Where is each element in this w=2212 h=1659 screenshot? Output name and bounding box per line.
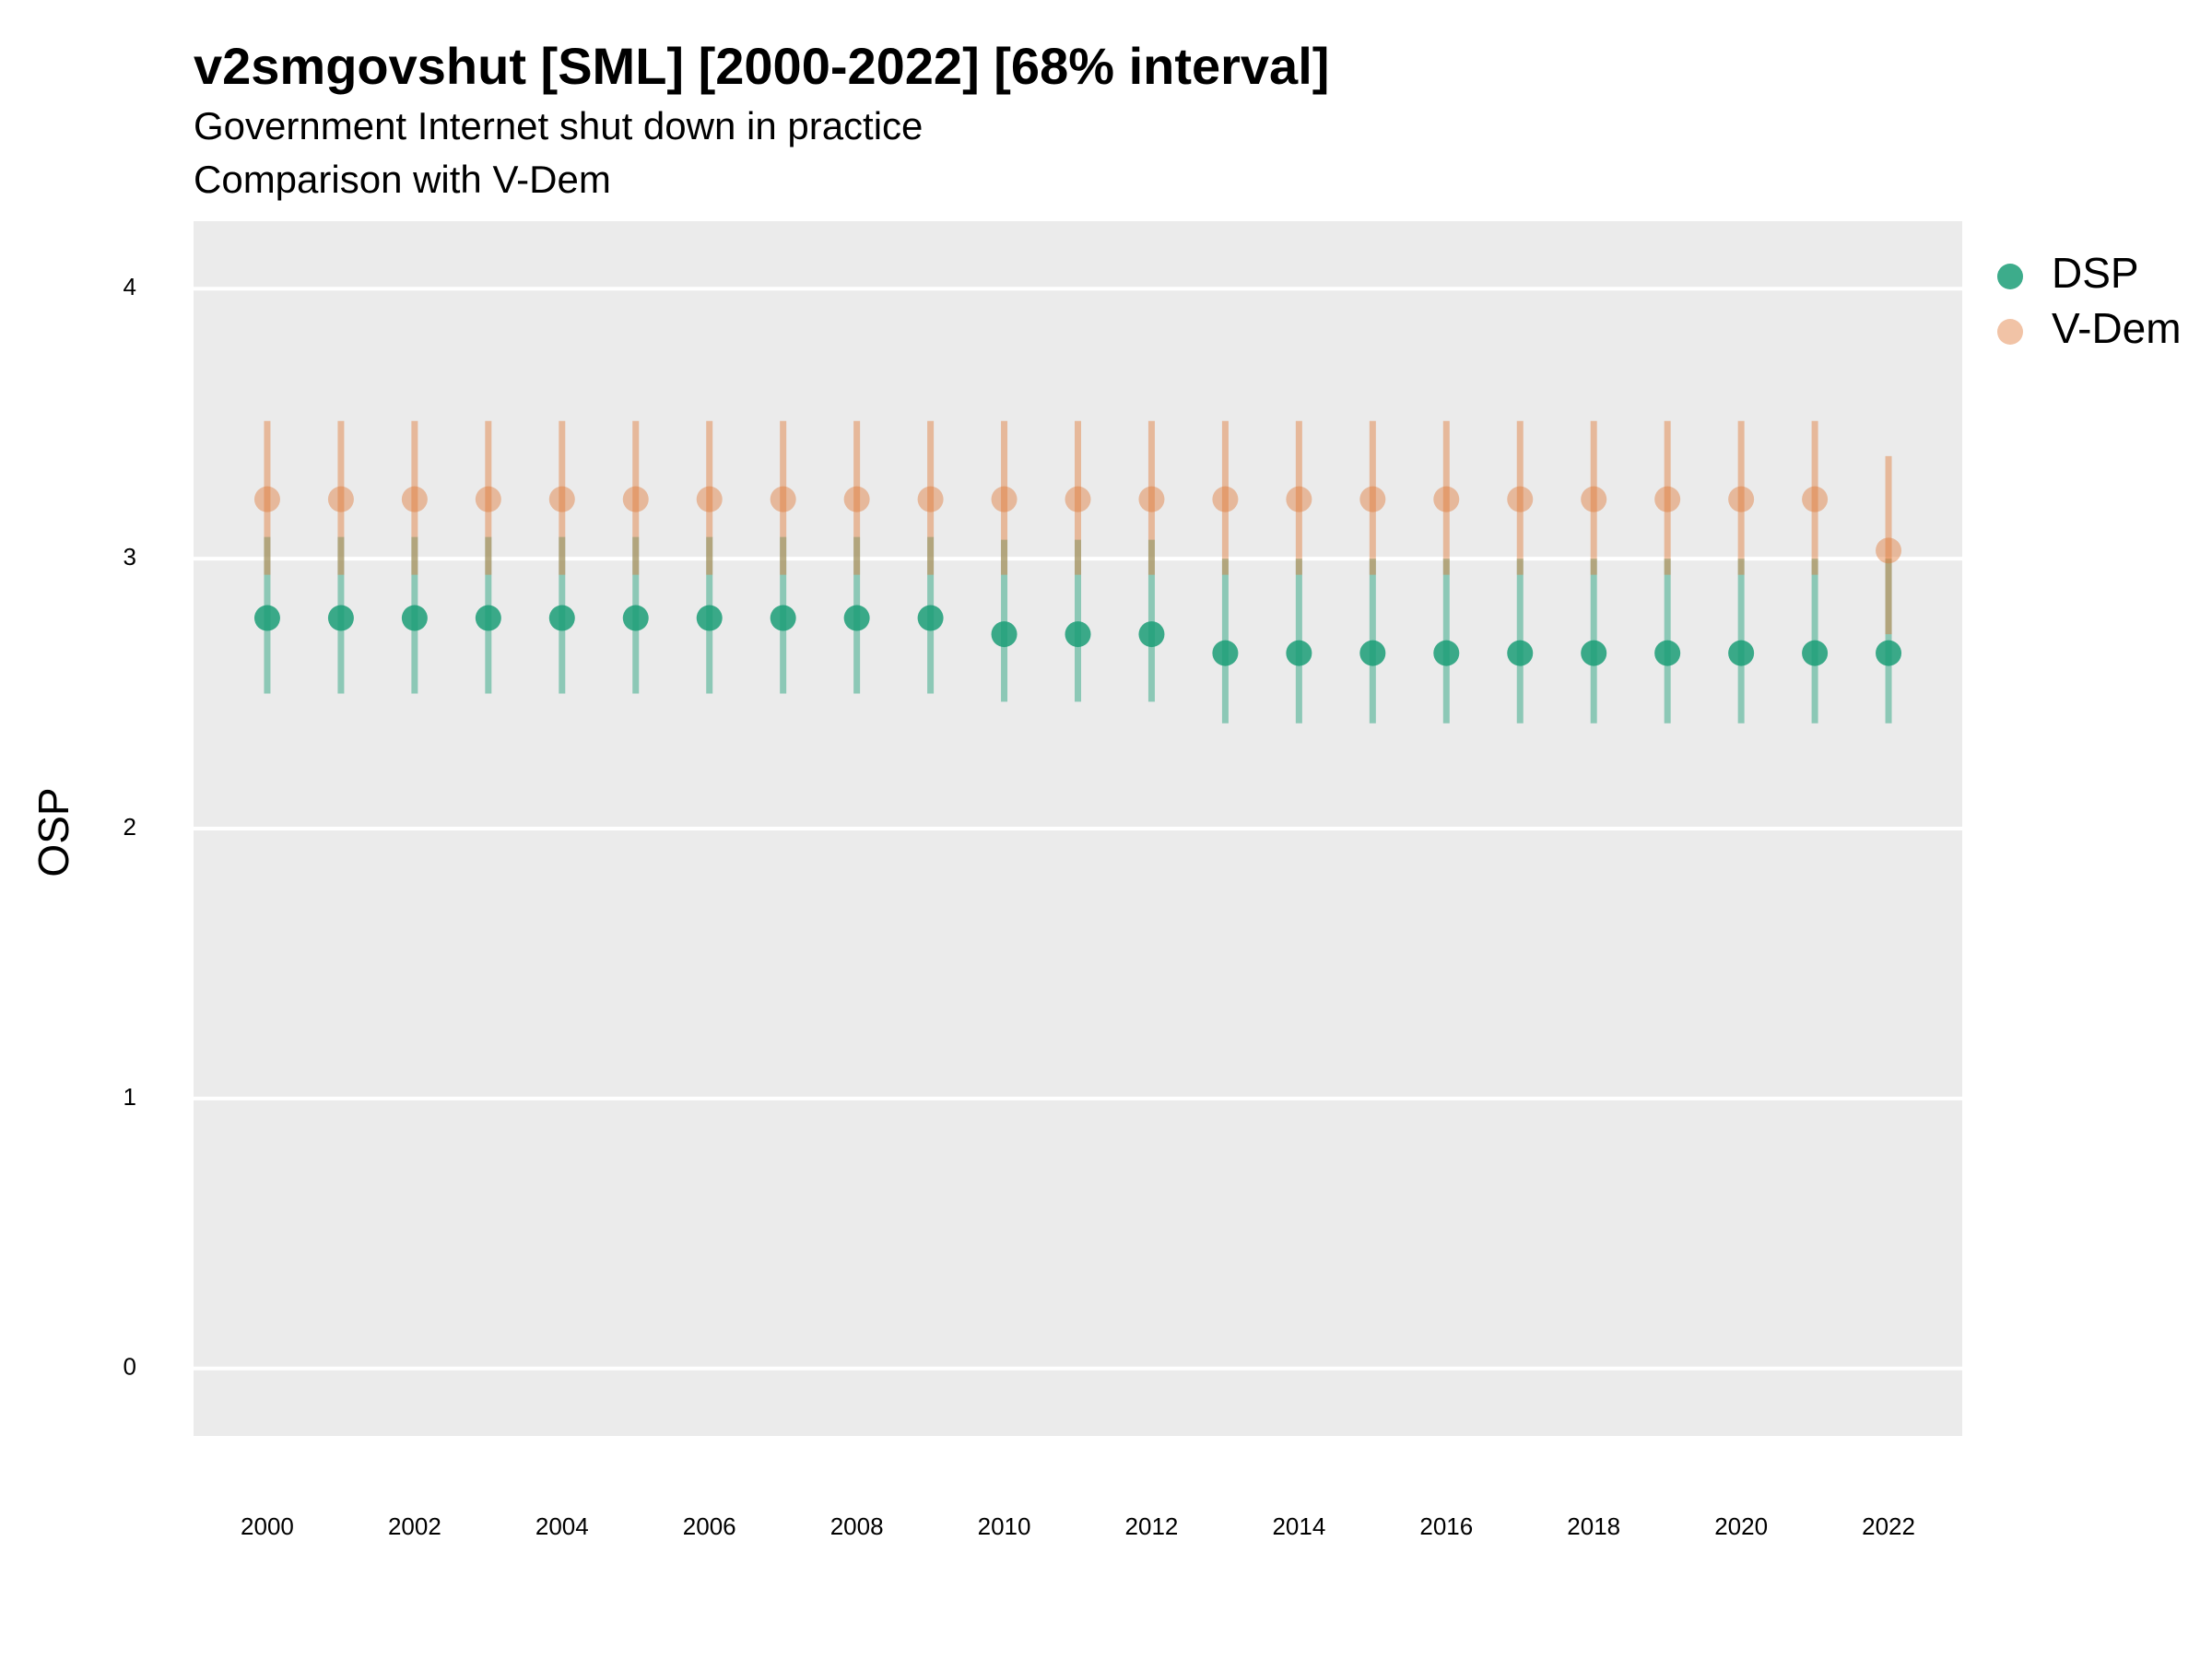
point — [1581, 486, 1607, 512]
x-tick-label: 2012 — [1125, 1512, 1179, 1540]
point — [991, 486, 1018, 512]
x-tick-label: 2020 — [1714, 1512, 1768, 1540]
subtitle: Comparison with V-Dem — [194, 158, 611, 201]
point — [548, 605, 575, 631]
point — [917, 605, 944, 631]
point — [401, 605, 428, 631]
point — [991, 621, 1018, 648]
x-tick-label: 2004 — [535, 1512, 589, 1540]
point — [917, 486, 944, 512]
point — [1359, 640, 1386, 666]
point — [1876, 537, 1902, 564]
x-tick-label: 2018 — [1567, 1512, 1620, 1540]
subtitle: Government Internet shut down in practic… — [194, 104, 923, 147]
point — [1212, 640, 1239, 666]
point — [770, 605, 796, 631]
point — [1802, 640, 1829, 666]
point — [843, 486, 870, 512]
y-tick-label: 0 — [124, 1353, 136, 1381]
point — [1507, 640, 1534, 666]
y-tick-label: 4 — [124, 273, 136, 300]
point — [622, 605, 649, 631]
legend-label: V-Dem — [2052, 304, 2182, 352]
point — [401, 486, 428, 512]
point — [1433, 486, 1460, 512]
point — [1728, 486, 1755, 512]
point — [1065, 486, 1091, 512]
x-tick-label: 2002 — [388, 1512, 441, 1540]
point — [770, 486, 796, 512]
point — [475, 486, 501, 512]
point — [1138, 486, 1165, 512]
y-axis-label: OSP — [29, 787, 77, 877]
legend-marker — [1997, 319, 2023, 345]
point — [1433, 640, 1460, 666]
x-tick-label: 2008 — [830, 1512, 884, 1540]
point — [548, 486, 575, 512]
point — [1359, 486, 1386, 512]
legend-marker — [1997, 264, 2023, 289]
x-tick-label: 2014 — [1272, 1512, 1325, 1540]
point — [253, 486, 280, 512]
legend-label: DSP — [2052, 249, 2139, 297]
point — [1581, 640, 1607, 666]
point — [1065, 621, 1091, 648]
point — [253, 605, 280, 631]
point — [1286, 640, 1312, 666]
point — [327, 605, 354, 631]
point — [1654, 640, 1681, 666]
x-tick-label: 2006 — [683, 1512, 736, 1540]
point — [622, 486, 649, 512]
point — [696, 486, 723, 512]
point — [1212, 486, 1239, 512]
point — [1507, 486, 1534, 512]
x-tick-label: 2016 — [1419, 1512, 1473, 1540]
point — [1654, 486, 1681, 512]
point — [1138, 621, 1165, 648]
point — [1876, 640, 1902, 666]
chart-title: v2smgovshut [SML] [2000-2022] [68% inter… — [194, 37, 1329, 95]
y-tick-label: 2 — [124, 813, 136, 841]
point — [1802, 486, 1829, 512]
point — [475, 605, 501, 631]
point — [327, 486, 354, 512]
x-tick-label: 2010 — [978, 1512, 1031, 1540]
point — [696, 605, 723, 631]
x-tick-label: 2022 — [1862, 1512, 1915, 1540]
point — [1728, 640, 1755, 666]
y-tick-label: 3 — [124, 543, 136, 571]
x-tick-label: 2000 — [241, 1512, 294, 1540]
point — [843, 605, 870, 631]
y-tick-label: 1 — [124, 1083, 136, 1111]
point — [1286, 486, 1312, 512]
